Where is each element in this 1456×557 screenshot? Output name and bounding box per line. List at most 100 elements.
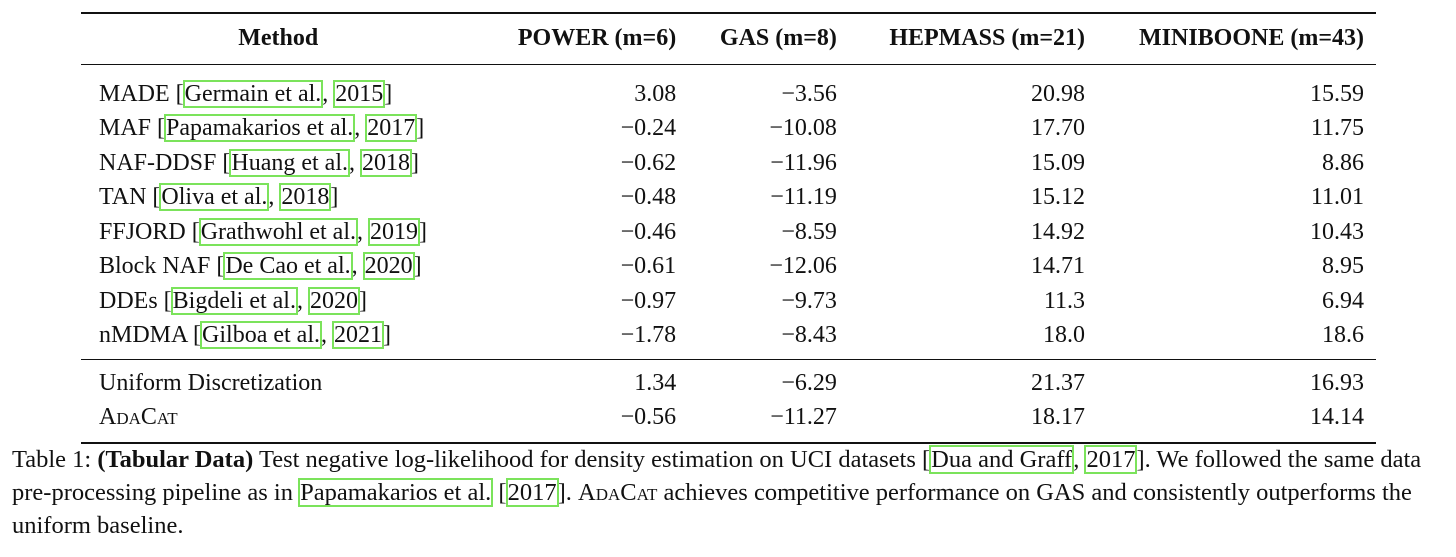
citation-link-year[interactable]: 2017 <box>365 114 418 142</box>
value-miniboone: 8.86 <box>1322 149 1364 176</box>
baseline-rows: MADE [Germain et al., 2015] 3.08 −3.56 20.9… <box>81 64 1376 359</box>
value-hepmass: 17.70 <box>1030 115 1085 141</box>
value-power: −0.97 <box>620 287 677 314</box>
value-hepmass: 18.0 <box>1042 322 1085 348</box>
citation-year-papamakarios[interactable]: 2017 <box>505 478 559 507</box>
method-cell: FFJORD [Grathwohl et al., 2019] <box>99 217 428 246</box>
value-gas: −12.06 <box>769 253 837 279</box>
method-cell: MADE [Germain et al., 2015] <box>99 79 393 108</box>
value-miniboone: 11.75 <box>1310 115 1364 141</box>
value-hepmass: 21.37 <box>1030 369 1085 396</box>
value-miniboone: 11.01 <box>1310 184 1364 210</box>
our-method-rows: Uniform Discretization 1.34 −6.29 21.37 16.9… <box>81 359 1376 443</box>
method-name: TAN <box>99 184 147 210</box>
table-row: MADE [Germain et al., 2015] 3.08 −3.56 20.9… <box>81 64 1376 111</box>
method-name: Block NAF <box>99 253 211 279</box>
citation-link-papamakarios[interactable]: Papamakarios et al. <box>298 478 494 507</box>
citation-link-year[interactable]: 2020 <box>362 252 415 280</box>
value-miniboone: 16.93 <box>1310 369 1364 396</box>
citation-link-year[interactable]: 2015 <box>333 79 386 108</box>
citation-year-dua-graff[interactable]: 2017 <box>1084 445 1138 474</box>
citation-link-author[interactable]: Bigdeli et al. <box>170 286 298 315</box>
header-method: Method <box>238 25 319 51</box>
method-cell: MAF [Papamakarios et al., 2017] <box>99 114 425 142</box>
citation-link-dua-graff[interactable]: Dua and Graff <box>929 445 1075 474</box>
value-gas: −11.19 <box>770 184 837 210</box>
method-cell: DDEs [Bigdeli et al., 2020] <box>99 286 367 315</box>
header-gas: GAS (m=8) <box>719 25 837 51</box>
method-name: nMDMA <box>99 322 188 348</box>
method-cell: NAF-DDSF [Huang et al., 2018] <box>99 148 419 177</box>
value-power: 3.08 <box>634 80 677 107</box>
citation-link-author[interactable]: Germain et al. <box>182 79 324 108</box>
citation-link-year[interactable]: 2021 <box>332 321 384 349</box>
value-power: 1.34 <box>634 369 677 396</box>
caption-method-name: AdaCat <box>578 479 658 506</box>
table-row: FFJORD [Grathwohl et al., 2019] −0.46 −8.5… <box>81 215 1376 250</box>
value-power: −0.56 <box>620 404 677 430</box>
citation-link-year[interactable]: 2020 <box>307 286 360 315</box>
value-gas: −11.96 <box>770 149 837 176</box>
value-miniboone: 10.43 <box>1310 218 1364 245</box>
value-power: −0.61 <box>620 253 677 279</box>
table-row: nMDMA [Gilboa et al., 2021] −1.78 −8.43 18.… <box>81 318 1376 359</box>
value-gas: −3.56 <box>781 80 837 107</box>
value-gas: −8.59 <box>781 218 837 245</box>
value-gas: −9.73 <box>781 287 837 314</box>
value-hepmass: 14.71 <box>1030 253 1085 279</box>
value-hepmass: 11.3 <box>1043 287 1085 314</box>
header-power: POWER (m=6) <box>517 25 677 51</box>
value-hepmass: 20.98 <box>1030 80 1085 107</box>
method-cell: TAN [Oliva et al., 2018] <box>99 183 339 211</box>
method-cell: AdaCat <box>81 400 475 443</box>
method-name: MAF <box>99 115 152 141</box>
value-miniboone: 18.6 <box>1322 322 1364 348</box>
citation-link-year[interactable]: 2019 <box>368 217 421 246</box>
method-name: Uniform Discretization <box>99 369 323 396</box>
method-cell: Block NAF [De Cao et al., 2020] <box>99 252 422 280</box>
caption-cite1-sep: , <box>1073 446 1086 473</box>
citation-link-year[interactable]: 2018 <box>360 148 412 177</box>
value-hepmass: 15.12 <box>1030 184 1085 210</box>
citation-link-author[interactable]: De Cao et al. <box>223 252 353 280</box>
value-gas: −8.43 <box>781 322 837 348</box>
value-hepmass: 15.09 <box>1030 149 1085 176</box>
value-gas: −10.08 <box>769 115 837 141</box>
caption-text-2: ]. We followed the same data pre-process… <box>12 446 1422 506</box>
header-miniboone: MINIBOONE (m=43) <box>1139 25 1364 51</box>
table-row: MAF [Papamakarios et al., 2017] −0.24 −10.… <box>81 111 1376 146</box>
method-name: MADE <box>99 80 170 107</box>
value-hepmass: 18.17 <box>1030 404 1085 430</box>
value-miniboone: 6.94 <box>1322 287 1364 314</box>
citation-link-author[interactable]: Grathwohl et al. <box>198 217 359 246</box>
citation-link-year[interactable]: 2018 <box>279 183 332 211</box>
header-row: Method POWER (m=6) GAS (m=8) HEPMASS (m=… <box>81 13 1376 64</box>
results-table-container: Method POWER (m=6) GAS (m=8) HEPMASS (m=… <box>81 12 1376 444</box>
value-power: −0.46 <box>620 218 677 245</box>
value-miniboone: 8.95 <box>1322 253 1364 279</box>
table-row: Uniform Discretization 1.34 −6.29 21.37 16.9… <box>81 359 1376 400</box>
table-caption: Table 1: (Tabular Data) Test negative lo… <box>12 443 1452 542</box>
table-row: Block NAF [De Cao et al., 2020] −0.61 −12.… <box>81 249 1376 284</box>
citation-link-author[interactable]: Gilboa et al. <box>200 321 322 349</box>
method-name: FFJORD <box>99 218 186 245</box>
caption-text-1: Test negative log-likelihood for density… <box>253 446 931 473</box>
table-header: Method POWER (m=6) GAS (m=8) HEPMASS (m=… <box>81 13 1376 64</box>
method-name: NAF-DDSF <box>99 149 217 176</box>
method-cell: nMDMA [Gilboa et al., 2021] <box>99 321 391 349</box>
citation-link-author[interactable]: Oliva et al. <box>159 183 270 211</box>
value-miniboone: 15.59 <box>1310 80 1364 107</box>
caption-text-4: achieves competitive performance on GAS … <box>12 479 1412 539</box>
method-name: DDEs <box>99 287 158 314</box>
value-power: −0.24 <box>620 115 677 141</box>
method-cell: Uniform Discretization <box>81 359 475 400</box>
caption-text-3: ]. <box>557 479 578 506</box>
value-power: −1.78 <box>620 322 677 348</box>
value-gas: −6.29 <box>781 369 837 396</box>
table-row: DDEs [Bigdeli et al., 2020] −0.97 −9.73 11.… <box>81 284 1376 319</box>
table-row: AdaCat −0.56 −11.27 18.17 14.14 <box>81 400 1376 443</box>
citation-link-author[interactable]: Huang et al. <box>229 148 350 177</box>
caption-title: (Tabular Data) <box>97 446 254 473</box>
citation-link-author[interactable]: Papamakarios et al. <box>164 114 356 142</box>
caption-label: Table 1: <box>12 446 92 473</box>
